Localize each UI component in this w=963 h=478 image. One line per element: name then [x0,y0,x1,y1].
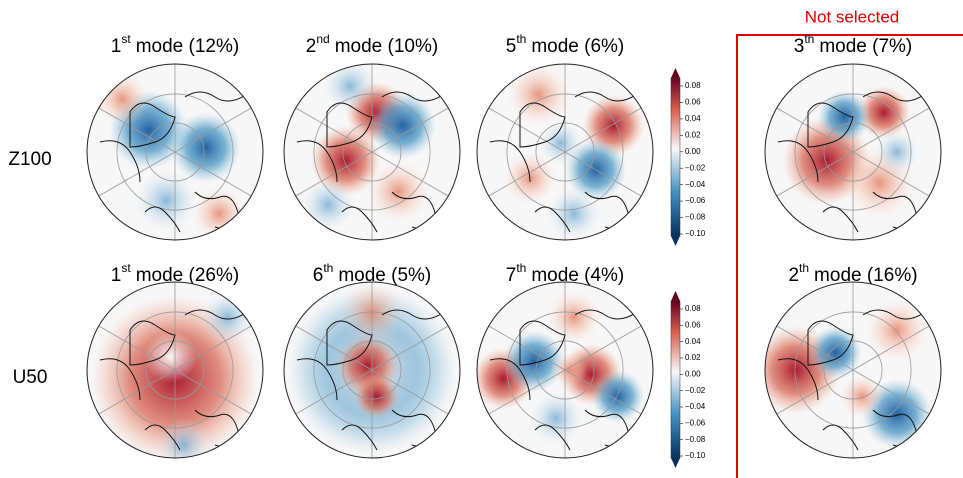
ordinal: 2 [306,36,317,57]
colorbar-tick-label: 0.00 [685,369,701,378]
colorbar [671,301,680,458]
field-blob [171,112,241,182]
ordinal-suffix: th [516,261,526,275]
title-text: mode (12%) [136,36,240,57]
field-blob [135,170,197,232]
colorbar-tick-label: −0.04 [685,402,706,411]
field-blob [201,291,254,344]
colorbar-tick-label: −0.06 [685,418,706,427]
polar-map [87,282,263,471]
ordinal-suffix: st [121,261,131,275]
title-text: mode (10%) [335,36,439,57]
panel-title: 2nd mode (10%) [306,32,438,57]
colorbar-extend [671,68,680,78]
colorbar-tick-label: 0.04 [685,114,701,123]
polar-map [477,64,653,240]
colorbar-extend [671,458,680,468]
field-blob [508,64,570,126]
field-blob [547,291,600,344]
ordinal: 1 [111,36,122,57]
colorbar-tick-label: 0.08 [685,304,701,313]
panel-title: 1st mode (12%) [111,32,239,57]
field-blob [840,374,884,418]
ordinal: 3 [794,36,805,57]
polar-map [765,64,941,240]
not-selected-label: Not selected [805,7,900,26]
polar-map [284,60,460,240]
title-text: mode (6%) [531,36,624,57]
colorbar [671,78,680,236]
field-blob [369,92,436,159]
ordinal-suffix: th [516,32,526,46]
colorbar-tick-label: −0.08 [685,435,706,444]
ordinal: 6 [313,265,324,286]
colorbar-tick-label: −0.08 [685,213,706,222]
polar-map [87,64,263,240]
figure: Not selected Z1001stmode (12%)2ndmode (1… [0,0,963,478]
colorbar-tick-label: 0.02 [685,130,701,139]
field-blob [302,178,355,231]
field-blob [96,73,149,126]
ordinal: 5 [506,36,517,57]
colorbar-tick-label: −0.04 [685,180,706,189]
ordinal: 2 [788,265,799,286]
colorbar-tick-label: −0.10 [685,229,706,238]
ordinal-suffix: st [121,32,131,46]
field-blob [547,187,600,240]
field-blob [530,392,583,445]
field-blob [157,418,210,471]
ordinal-suffix: th [323,261,333,275]
ordinal-suffix: nd [316,32,329,46]
polar-map [473,282,653,458]
colorbar-tick-label: −0.02 [685,163,706,172]
ordinal: 1 [111,265,122,286]
ordinal-suffix: th [804,32,814,46]
field-blob [368,161,430,223]
colorbar-tick-label: 0.04 [685,337,701,346]
field-blob [552,352,587,387]
colorbar-extend [671,291,680,301]
ordinal: 7 [506,265,517,286]
row-label: Z100 [8,149,51,170]
ordinal-suffix: th [799,261,809,275]
polar-map [752,282,941,458]
colorbar-tick-label: 0.02 [685,353,701,362]
colorbar-tick-label: −0.02 [685,386,706,395]
colorbar-tick-label: 0.06 [685,320,701,329]
polar-map [284,282,460,458]
panel-title: 3th mode (7%) [794,32,913,57]
colorbar-tick-label: −0.06 [685,196,706,205]
colorbar-tick-label: −0.10 [685,451,706,460]
title-text: mode (7%) [819,36,912,57]
field-blob [324,60,377,113]
field-blob [875,130,919,174]
row-label: U50 [13,367,48,388]
colorbar-extend [671,236,680,246]
panel-title: 5th mode (6%) [506,32,625,57]
colorbar-tick-label: 0.00 [685,147,701,156]
colorbar-tick-label: 0.06 [685,98,701,107]
colorbar-tick-label: 0.08 [685,81,701,90]
